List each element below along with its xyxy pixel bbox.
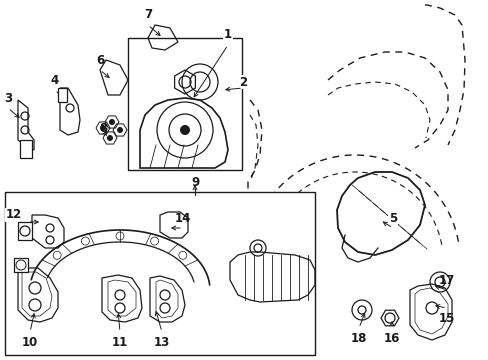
Text: 11: 11: [112, 336, 128, 348]
Text: 5: 5: [388, 211, 396, 225]
Circle shape: [117, 127, 123, 133]
Text: 6: 6: [96, 54, 104, 67]
Text: 15: 15: [438, 311, 454, 324]
Text: 7: 7: [143, 9, 152, 22]
Text: 8: 8: [99, 122, 107, 135]
Circle shape: [109, 119, 115, 125]
Text: 13: 13: [154, 336, 170, 348]
Text: 16: 16: [383, 332, 399, 345]
Bar: [5, 192, 314, 355]
Bar: [58, 88, 67, 102]
Text: 2: 2: [239, 76, 246, 89]
Text: 18: 18: [350, 332, 366, 345]
Text: 12: 12: [6, 208, 22, 221]
Text: 17: 17: [438, 274, 454, 287]
Text: 4: 4: [51, 73, 59, 86]
Bar: [14, 258, 28, 272]
Text: 1: 1: [224, 28, 232, 41]
Text: 10: 10: [22, 336, 38, 348]
Circle shape: [107, 135, 113, 141]
Bar: [18, 222, 32, 240]
Circle shape: [180, 125, 190, 135]
Text: 14: 14: [174, 211, 191, 225]
Text: 3: 3: [4, 91, 12, 104]
Bar: [20, 140, 32, 158]
Text: 9: 9: [190, 175, 199, 189]
Bar: [128, 38, 242, 170]
Circle shape: [100, 125, 106, 131]
